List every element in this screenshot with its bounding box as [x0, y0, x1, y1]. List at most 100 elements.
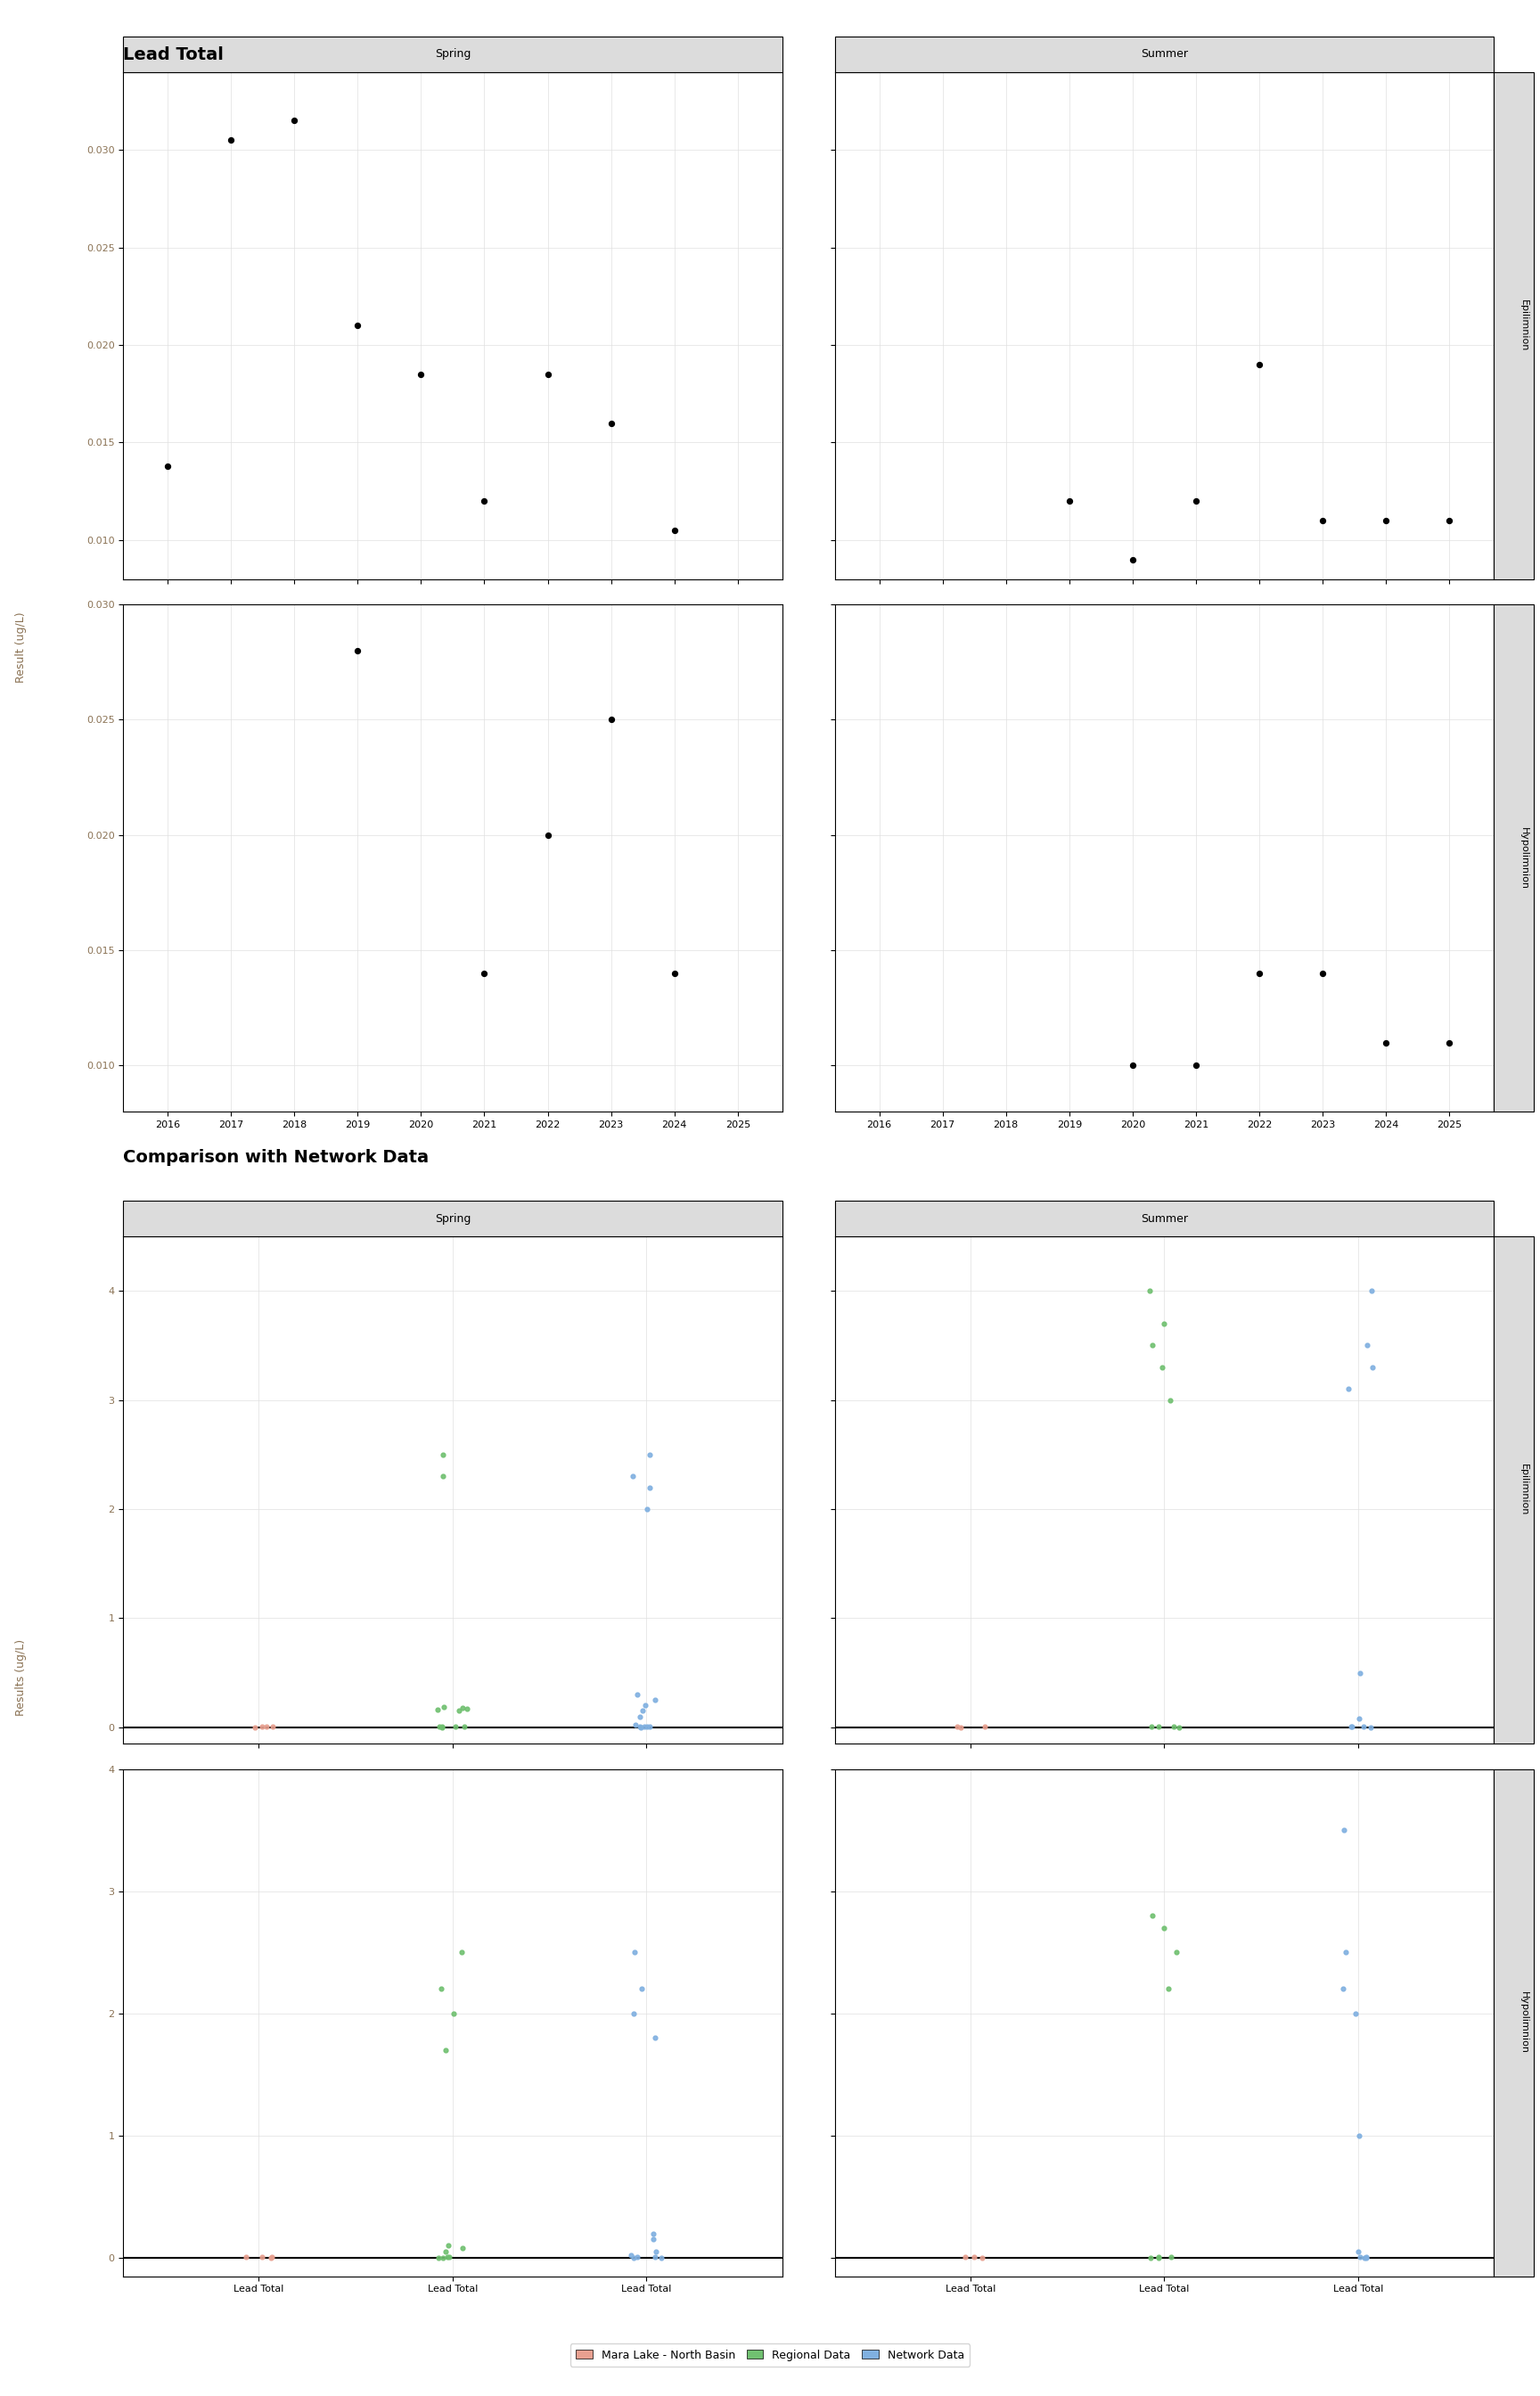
Point — [1147, 2238, 1172, 2276]
Point — [1348, 1653, 1372, 1692]
Point — [638, 1706, 662, 1744]
Point — [1354, 2238, 1378, 2276]
Point — [1338, 1708, 1363, 1747]
Point — [1340, 1706, 1364, 1744]
Point — [451, 1708, 476, 1747]
Point — [642, 2238, 667, 2276]
Point — [260, 1708, 285, 1747]
Point — [260, 2238, 285, 2276]
Point — [156, 446, 180, 484]
Point — [1354, 1327, 1378, 1366]
Point — [1138, 1272, 1163, 1311]
Point — [1354, 2238, 1378, 2276]
Point — [425, 1692, 450, 1730]
Point — [662, 954, 687, 992]
Point — [662, 510, 687, 549]
FancyBboxPatch shape — [835, 1200, 1494, 1236]
Point — [1352, 2238, 1377, 2276]
Point — [431, 1457, 456, 1495]
Point — [447, 1692, 471, 1730]
Point — [249, 1706, 274, 1744]
Point — [1138, 2238, 1163, 2276]
Point — [451, 2228, 476, 2267]
FancyBboxPatch shape — [123, 1200, 782, 1236]
Text: Summer: Summer — [1141, 1212, 1187, 1224]
Point — [970, 2238, 995, 2276]
Legend: Mara Lake - North Basin, Regional Data, Network Data: Mara Lake - North Basin, Regional Data, … — [570, 2343, 970, 2367]
Point — [1437, 501, 1461, 539]
Point — [1331, 1811, 1355, 1850]
Point — [644, 1682, 668, 1720]
Point — [628, 1708, 653, 1747]
Point — [641, 2221, 665, 2259]
Point — [1150, 1910, 1175, 1948]
Point — [451, 1689, 476, 1728]
Point — [644, 2233, 668, 2271]
Point — [625, 1675, 650, 1713]
Text: Result (ug/L): Result (ug/L) — [15, 611, 28, 683]
Point — [219, 120, 243, 158]
Point — [430, 1708, 454, 1747]
Point — [1146, 2238, 1170, 2276]
Point — [1358, 1708, 1383, 1747]
Point — [638, 1469, 662, 1507]
Point — [427, 2238, 451, 2276]
Point — [1184, 482, 1209, 520]
Point — [1334, 1934, 1358, 1972]
Point — [536, 355, 561, 393]
Point — [437, 2238, 462, 2276]
Point — [634, 1708, 659, 1747]
Point — [1311, 954, 1335, 992]
Point — [1120, 541, 1144, 580]
Point — [634, 1490, 659, 1529]
Point — [254, 1708, 279, 1747]
Point — [434, 2032, 459, 2070]
Point — [1346, 1699, 1371, 1737]
Point — [243, 1708, 268, 1747]
Point — [454, 1689, 479, 1728]
Text: Results (ug/L): Results (ug/L) — [15, 1639, 28, 1716]
Point — [622, 1934, 647, 1972]
Point — [953, 2238, 978, 2276]
Point — [345, 633, 370, 671]
Point — [1360, 1349, 1384, 1387]
Point — [650, 2238, 675, 2276]
Point — [1331, 1970, 1355, 2008]
FancyBboxPatch shape — [1494, 72, 1534, 580]
Point — [1346, 2116, 1371, 2154]
Point — [599, 700, 624, 738]
Point — [1157, 1970, 1181, 2008]
Point — [621, 1993, 645, 2032]
Point — [1056, 482, 1081, 520]
Point — [536, 815, 561, 853]
Point — [630, 1692, 654, 1730]
Point — [473, 954, 497, 992]
Point — [1351, 1708, 1375, 1747]
Point — [1374, 501, 1398, 539]
Point — [1247, 345, 1272, 383]
Point — [345, 307, 370, 345]
Point — [1150, 1349, 1175, 1387]
Point — [1160, 2238, 1184, 2276]
FancyBboxPatch shape — [123, 36, 782, 72]
Point — [1164, 1934, 1189, 1972]
Point — [1120, 1047, 1144, 1085]
Point — [450, 1934, 474, 1972]
FancyBboxPatch shape — [1494, 1236, 1534, 1744]
Point — [949, 1708, 973, 1747]
Text: Spring: Spring — [434, 1212, 471, 1224]
Point — [249, 2238, 274, 2276]
Point — [473, 482, 497, 520]
Point — [641, 2214, 665, 2252]
Point — [408, 355, 433, 393]
Point — [1166, 1708, 1190, 1747]
Point — [631, 1708, 656, 1747]
Text: Comparison with Network Data: Comparison with Network Data — [123, 1148, 430, 1164]
Point — [1140, 1327, 1164, 1366]
Point — [628, 1696, 653, 1735]
Point — [431, 2238, 456, 2276]
Point — [621, 1457, 645, 1495]
Point — [234, 2238, 259, 2276]
Point — [1140, 1898, 1164, 1936]
Point — [625, 2238, 650, 2276]
